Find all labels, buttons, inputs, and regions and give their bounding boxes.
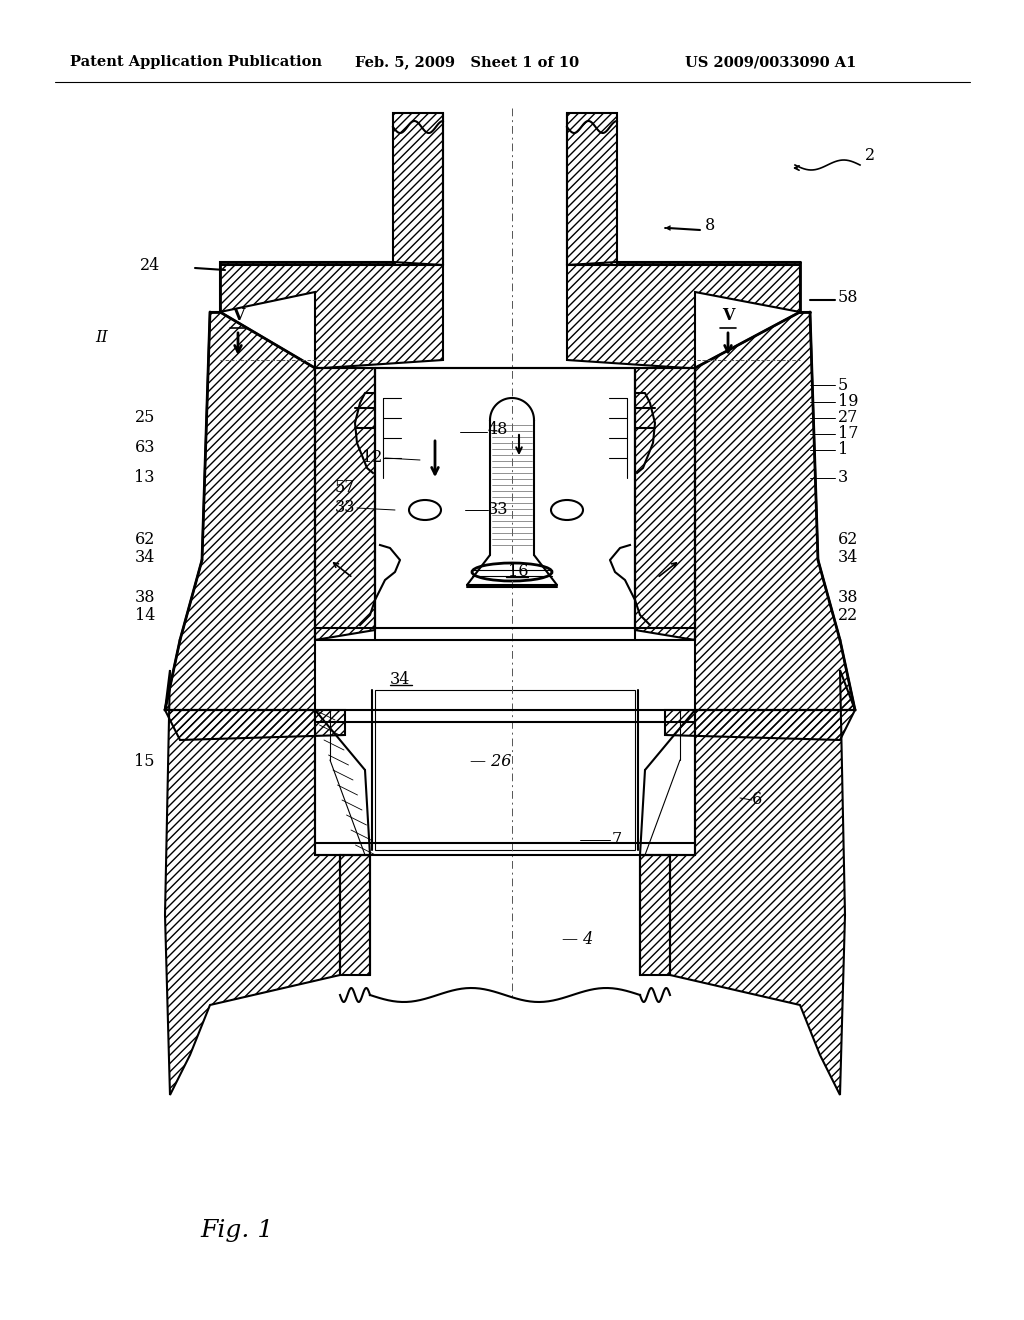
Text: 14: 14 — [134, 607, 155, 624]
Text: Fig. 1: Fig. 1 — [200, 1218, 273, 1242]
Text: 33: 33 — [335, 499, 355, 516]
Text: 63: 63 — [134, 440, 155, 457]
Text: 1: 1 — [838, 441, 848, 458]
Ellipse shape — [472, 564, 552, 581]
Text: 57: 57 — [335, 479, 355, 496]
Text: 48: 48 — [488, 421, 508, 438]
Text: V: V — [722, 308, 734, 325]
Text: 2: 2 — [865, 147, 876, 164]
Text: 16: 16 — [508, 564, 528, 581]
Text: 34: 34 — [390, 672, 411, 689]
Text: 3: 3 — [838, 470, 848, 487]
Text: II: II — [95, 330, 108, 346]
Text: Patent Application Publication: Patent Application Publication — [70, 55, 322, 69]
Text: 34: 34 — [134, 549, 155, 566]
Text: 12: 12 — [361, 450, 382, 466]
Text: 34: 34 — [838, 549, 858, 566]
Text: 19: 19 — [838, 393, 858, 411]
Text: 7: 7 — [612, 832, 623, 849]
Text: 13: 13 — [134, 470, 155, 487]
Text: 33: 33 — [488, 502, 509, 519]
Text: 17: 17 — [838, 425, 858, 442]
Ellipse shape — [409, 500, 441, 520]
Text: Feb. 5, 2009   Sheet 1 of 10: Feb. 5, 2009 Sheet 1 of 10 — [355, 55, 580, 69]
Bar — [375, 690, 635, 850]
Text: 38: 38 — [134, 590, 155, 606]
Text: — 26: — 26 — [470, 754, 511, 771]
Text: US 2009/0033090 A1: US 2009/0033090 A1 — [685, 55, 856, 69]
Text: 5: 5 — [838, 376, 848, 393]
Text: 62: 62 — [838, 532, 858, 549]
Text: V: V — [231, 308, 244, 325]
Text: 27: 27 — [838, 409, 858, 426]
Text: — 4: — 4 — [562, 932, 593, 949]
Text: 58: 58 — [838, 289, 858, 306]
Text: 22: 22 — [838, 607, 858, 624]
Text: 38: 38 — [838, 590, 858, 606]
Text: 24: 24 — [139, 256, 160, 273]
Text: 25: 25 — [134, 409, 155, 426]
Text: 6: 6 — [752, 792, 762, 808]
Text: 62: 62 — [134, 532, 155, 549]
Ellipse shape — [551, 500, 583, 520]
Text: 8: 8 — [705, 216, 715, 234]
Text: 15: 15 — [134, 754, 155, 771]
